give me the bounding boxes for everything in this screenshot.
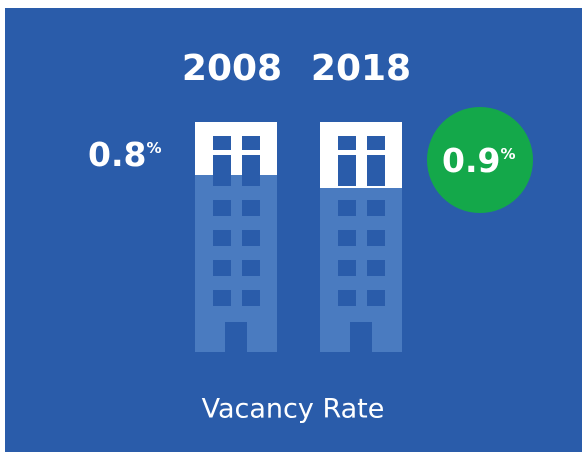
year-label: 2008 — [182, 48, 282, 89]
window — [367, 136, 385, 150]
window — [242, 155, 260, 170]
window — [242, 170, 260, 186]
rate-label: 0.8% — [88, 135, 162, 174]
caption: Vacancy Rate — [202, 394, 385, 425]
highlight-circle — [427, 107, 533, 213]
building-top — [320, 122, 402, 188]
window — [213, 290, 231, 306]
window — [367, 260, 385, 276]
rate-number: 0.8 — [88, 135, 146, 174]
window — [367, 230, 385, 246]
window — [213, 260, 231, 276]
window — [242, 290, 260, 306]
window — [213, 230, 231, 246]
window — [213, 155, 231, 170]
window — [242, 136, 260, 150]
window — [242, 260, 260, 276]
building-top — [195, 122, 277, 175]
window — [213, 136, 231, 150]
window — [242, 230, 260, 246]
rate-label: 0.9% — [442, 141, 516, 180]
window — [338, 155, 356, 170]
window — [242, 200, 260, 216]
window — [338, 230, 356, 246]
window — [367, 155, 385, 170]
window — [367, 170, 385, 186]
rate-unit: % — [146, 139, 161, 157]
panel — [5, 8, 582, 452]
year-label: 2018 — [311, 48, 411, 89]
window — [338, 136, 356, 150]
window — [213, 200, 231, 216]
window — [367, 200, 385, 216]
window — [338, 200, 356, 216]
window — [338, 290, 356, 306]
window — [213, 170, 231, 186]
window — [338, 170, 356, 186]
rate-number: 0.9 — [442, 141, 500, 180]
rate-unit: % — [500, 145, 515, 163]
window — [367, 290, 385, 306]
door — [225, 322, 247, 352]
window — [338, 260, 356, 276]
door — [350, 322, 372, 352]
